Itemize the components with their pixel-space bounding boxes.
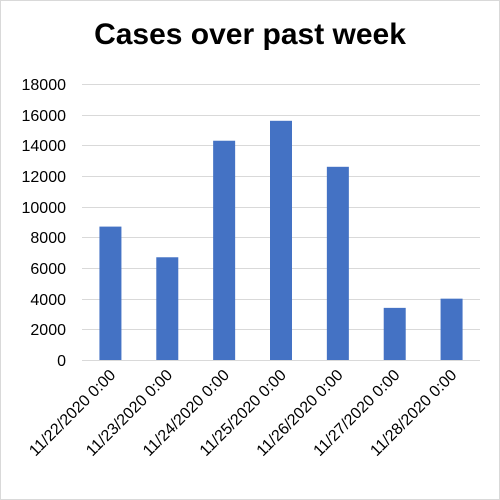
- y-tick-label: 18000: [22, 77, 67, 94]
- bar: [156, 257, 179, 360]
- y-axis-ticks: 0 2000 4000 6000 8000 10000 12000 14000 16000 180…: [22, 77, 67, 370]
- y-tick-label: 16000: [22, 108, 67, 125]
- y-tick-label: 14000: [22, 138, 67, 155]
- y-tick-label: 6000: [30, 261, 66, 278]
- bar: [213, 140, 236, 360]
- y-tick-label: 0: [57, 353, 66, 370]
- y-tick-label: 2000: [30, 322, 66, 339]
- bar: [270, 120, 292, 360]
- bar: [383, 307, 406, 360]
- y-tick-label: 8000: [30, 230, 66, 247]
- y-tick-label: 12000: [22, 169, 67, 186]
- chart-title: Cases over past week: [94, 18, 406, 51]
- bar: [99, 226, 122, 360]
- bars: [99, 120, 463, 360]
- y-tick-label: 10000: [22, 200, 67, 217]
- bar: [326, 166, 349, 360]
- bar: [440, 298, 463, 360]
- y-tick-label: 4000: [30, 292, 66, 309]
